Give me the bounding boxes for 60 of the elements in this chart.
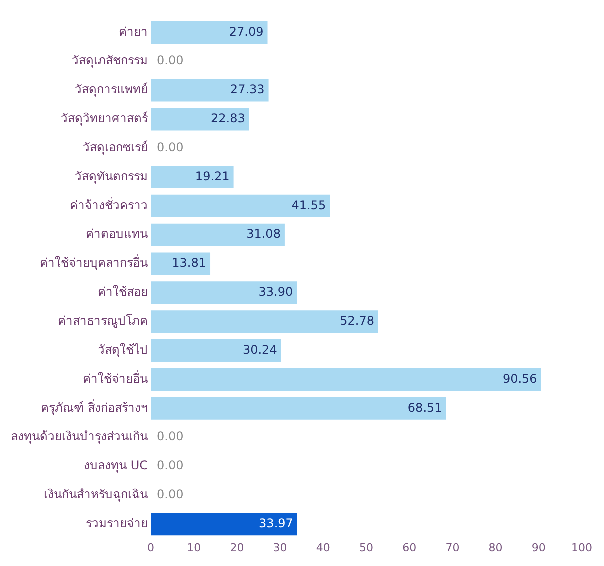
x-tick-label: 60 [402, 541, 417, 554]
x-tick-label: 30 [273, 541, 288, 554]
data-label: 0.00 [157, 430, 184, 444]
x-tick-label: 10 [187, 541, 202, 554]
bar [151, 108, 250, 131]
bar [151, 21, 268, 44]
data-label: 22.83 [211, 112, 246, 126]
data-label: 27.33 [230, 82, 265, 97]
data-label: 31.08 [246, 227, 281, 242]
data-label: 0.00 [157, 140, 184, 154]
data-label: 27.09 [229, 24, 264, 39]
y-tick-label: ค่ายา [119, 24, 148, 39]
data-label: 13.81 [172, 256, 207, 270]
data-label: 0.00 [157, 54, 184, 68]
bar [151, 340, 282, 362]
data-label: 30.24 [242, 342, 278, 357]
data-label: 52.78 [340, 314, 374, 328]
bar [151, 194, 330, 218]
bar [151, 282, 298, 304]
bar [151, 79, 269, 102]
y-tick-label: เงินกันสำหรับฉุกเฉิน [44, 488, 148, 503]
data-label: 0.00 [157, 458, 184, 473]
x-tick-label: 0 [148, 541, 154, 554]
x-tick-label: 90 [532, 541, 546, 554]
x-tick-label: 80 [488, 541, 503, 554]
y-tick-label: ค่าใช้จ่ายบุคลากรอื่น [40, 254, 148, 272]
y-tick-label: ค่าใช้สอย [98, 285, 148, 300]
y-tick-label: วัสดุทันตกรรม [75, 169, 148, 184]
data-label: 33.97 [259, 516, 294, 530]
bar [151, 513, 298, 536]
data-label: 0.00 [157, 488, 184, 502]
bar [151, 397, 446, 420]
bar [151, 310, 378, 334]
bar [151, 224, 285, 246]
y-tick-label: วัสดุเอกซเรย์ [83, 140, 148, 156]
y-tick-label: วัสดุใช้ไป [98, 342, 148, 358]
y-tick-label: รวมรายจ่าย [86, 516, 148, 530]
y-tick-label: ค่าสาธารณูปโภค [58, 314, 148, 330]
y-tick-label: ค่าตอบแทน [86, 227, 148, 242]
data-label: 19.21 [195, 169, 230, 184]
y-tick-label: วัสดุการแพทย์ [75, 82, 148, 98]
y-tick-label: วัสดุเภสัชกรรม [72, 54, 148, 69]
x-tick-label: 50 [360, 541, 374, 554]
data-label: 90.56 [502, 372, 538, 386]
bar [151, 368, 542, 392]
y-tick-label: ครุภัณฑ์ สิ่งก่อสร้างฯ [41, 398, 148, 416]
bar [151, 166, 234, 189]
data-label: 68.51 [408, 400, 442, 415]
bar [151, 252, 211, 276]
x-tick-label: 100 [572, 541, 592, 554]
data-label: 41.55 [292, 198, 326, 212]
x-tick-label: 70 [446, 541, 460, 554]
x-tick-label: 40 [316, 541, 330, 554]
data-label: 33.90 [258, 285, 294, 300]
y-tick-label: ค่าจ้างชั่วคราว [70, 196, 148, 212]
y-tick-label: ค่าใช้จ่ายอื่น [83, 370, 148, 386]
y-tick-label: วัสดุวิทยาศาสตร์ [61, 112, 149, 127]
y-tick-label: งบลงทุน UC [84, 458, 148, 474]
y-tick-label: ลงทุนด้วยเงินบำรุงส่วนเกิน [11, 430, 148, 445]
x-tick-label: 20 [230, 541, 244, 554]
